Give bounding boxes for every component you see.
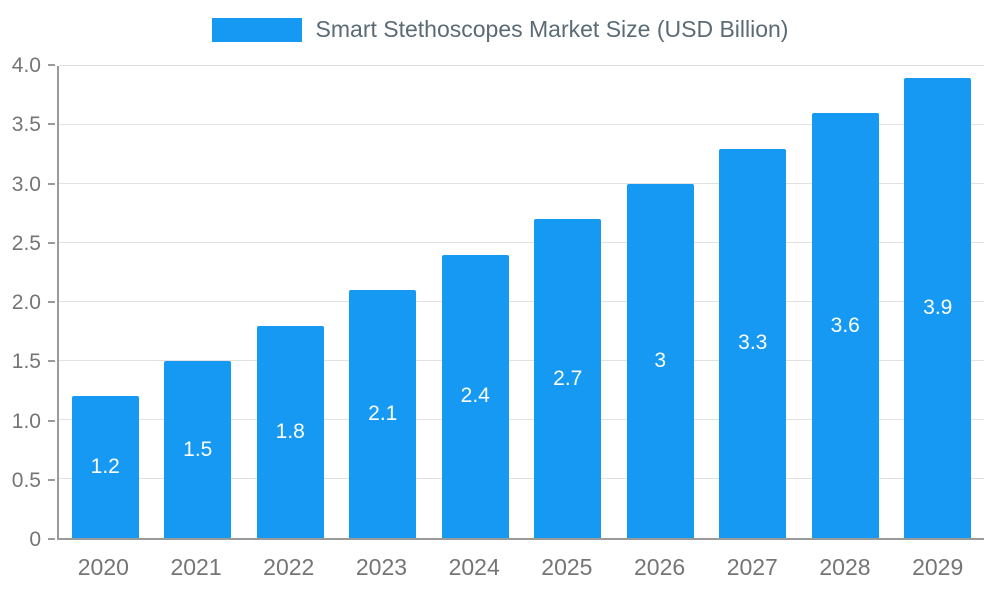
bar-value-label: 1.5 [183,437,213,461]
bar-slot: 1.2 [59,66,152,538]
bar-value-label: 1.8 [275,419,305,443]
y-tick-label: 2.5 [11,231,41,255]
y-tick-mark [48,182,55,185]
bar-2024[interactable]: 2.4 [441,254,509,538]
bar-series: 1.2 1.5 1.8 2.1 2.4 2.7 3 3.3 3.6 3.9 [59,66,984,538]
bar-2028[interactable]: 3.6 [811,113,879,538]
bar-value-label: 1.2 [90,455,120,479]
bar-value-label: 3.6 [830,313,860,337]
x-tick-label-2026: 2026 [633,554,686,580]
gridline [59,301,984,302]
bar-slot: 3 [614,66,707,538]
bar-slot: 2.1 [337,66,430,538]
x-tick-label-2027: 2027 [726,554,778,580]
chart-title: Smart Stethoscopes Market Size (USD Bill… [315,16,789,42]
bar-slot: 1.8 [244,66,337,538]
y-tick-mark [48,419,55,422]
y-tick-label: 1.5 [11,350,41,374]
bar-value-label: 2.1 [368,402,398,426]
plot-area: 1.2 1.5 1.8 2.1 2.4 2.7 3 3.3 3.6 3.9 [57,65,984,540]
y-tick-mark [48,360,55,363]
gridline [59,65,984,66]
bar-value-label: 3.9 [923,295,953,319]
bar-slot: 3.3 [707,66,800,538]
gridline [59,124,984,125]
y-tick-mark [48,478,55,481]
legend: Smart Stethoscopes Market Size (USD Bill… [0,16,1000,43]
gridline [59,242,984,243]
y-tick-label: 0 [29,528,41,551]
bar-slot: 3.6 [799,66,892,538]
y-tick-label: 0.5 [11,468,41,492]
gridline [59,360,984,361]
bar-slot: 3.9 [892,66,985,538]
bar-value-label: 3.3 [738,331,768,355]
bar-value-label: 2.7 [553,366,583,390]
x-tick-label-2020: 2020 [77,554,129,580]
bar-value-label: 2.4 [460,384,490,408]
gridline [59,183,984,184]
bar-2020[interactable]: 1.2 [71,396,139,538]
bar-2029[interactable]: 3.9 [904,77,972,538]
bar-value-label: 3 [654,349,667,372]
bar-2021[interactable]: 1.5 [164,361,232,538]
bar-2022[interactable]: 1.8 [256,325,324,538]
gridline [59,419,984,420]
x-tick-label-2025: 2025 [541,554,593,580]
bar-2025[interactable]: 2.7 [534,219,602,538]
bar-2027[interactable]: 3.3 [719,148,787,538]
bar-2023[interactable]: 2.1 [349,290,417,538]
y-tick-label: 1.0 [11,409,41,433]
bar-slot: 2.4 [429,66,522,538]
x-tick-label-2022: 2022 [263,554,315,580]
y-tick-label: 3.0 [11,172,41,196]
gridline [59,478,984,479]
y-tick-mark [48,64,55,66]
y-tick-label: 3.5 [11,113,41,137]
x-axis: 2020 2021 2022 2023 2024 2025 2026 2027 2028 2029 [57,554,984,588]
bar-2026[interactable]: 3 [626,184,694,538]
y-tick-mark [48,241,55,244]
y-tick-mark [48,538,55,540]
x-tick-label-2029: 2029 [912,554,964,580]
legend-swatch [211,17,302,42]
y-tick-mark [48,301,55,303]
bar-slot: 1.5 [152,66,245,538]
x-tick-label-2024: 2024 [448,554,500,580]
x-tick-label-2028: 2028 [819,554,871,580]
y-tick-label: 4.0 [11,54,41,77]
x-tick-label-2021: 2021 [170,554,222,580]
x-tick-label-2023: 2023 [355,554,408,580]
y-tick-label: 2.0 [11,291,41,314]
bar-slot: 2.7 [522,66,615,538]
y-tick-mark [48,123,55,126]
